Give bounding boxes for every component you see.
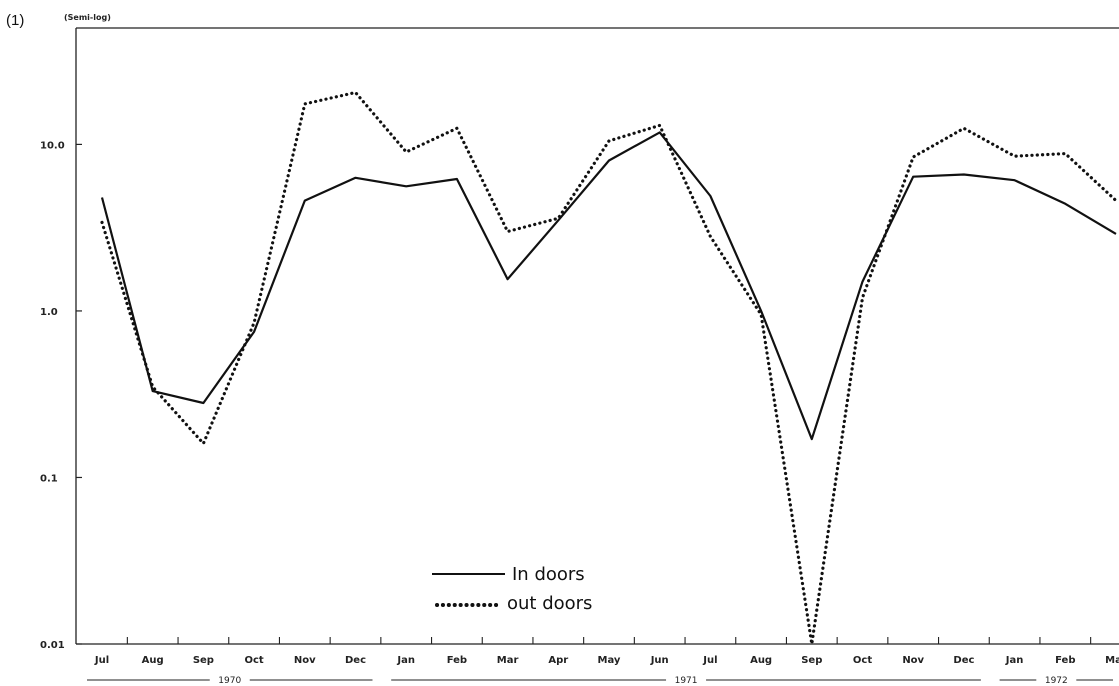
legend-outdoors-label: out doors bbox=[507, 593, 592, 614]
x-tick-label: May bbox=[598, 655, 621, 666]
x-tick-label: Jul bbox=[94, 655, 109, 666]
year-label: 1971 bbox=[675, 676, 698, 686]
x-tick-label: Nov bbox=[902, 655, 924, 666]
x-tick-label: Oct bbox=[244, 655, 263, 666]
x-ticks: Jul Aug Sep Oct Nov Dec Jan Feb Mar Apr May Jun Jul A… bbox=[94, 637, 1119, 666]
panel-label: (1) bbox=[6, 12, 24, 29]
year-brackets: 1970 1971 1972 bbox=[87, 676, 1113, 686]
year-label: 1972 bbox=[1045, 676, 1068, 686]
scale-note: (Semi-log) bbox=[64, 13, 111, 22]
x-tick-label: Jan bbox=[1005, 655, 1024, 666]
y-tick-label: 1.0 bbox=[40, 307, 58, 318]
x-tick-label: Feb bbox=[1055, 655, 1075, 666]
legend-indoors-label: In doors bbox=[512, 564, 585, 585]
legend: In doors out doors bbox=[432, 564, 592, 614]
x-tick-label: Sep bbox=[193, 655, 214, 666]
year-label: 1970 bbox=[218, 676, 241, 686]
y-ticks: 0.01 0.1 1.0 10.0 bbox=[40, 140, 82, 651]
y-tick-label: 10.0 bbox=[40, 140, 65, 151]
x-tick-label: Jun bbox=[650, 655, 669, 666]
x-tick-label: Jan bbox=[396, 655, 415, 666]
series-line-outdoors bbox=[100, 90, 1118, 646]
x-tick-label: Apr bbox=[548, 655, 568, 666]
series-layer bbox=[100, 90, 1118, 646]
x-tick-label: Nov bbox=[294, 655, 316, 666]
x-tick-label: Sep bbox=[801, 655, 822, 666]
y-tick-label: 0.01 bbox=[40, 640, 65, 651]
x-tick-label: Jul bbox=[702, 655, 717, 666]
x-tick-label: Dec bbox=[953, 655, 974, 666]
x-tick-label: Aug bbox=[142, 655, 164, 666]
x-tick-label: Aug bbox=[750, 655, 772, 666]
axes bbox=[75, 27, 1119, 645]
x-tick-label: Mar bbox=[1105, 655, 1119, 666]
x-tick-label: Dec bbox=[345, 655, 366, 666]
x-tick-label: Feb bbox=[447, 655, 467, 666]
x-tick-label: Oct bbox=[853, 655, 872, 666]
y-tick-label: 0.1 bbox=[40, 473, 58, 484]
x-tick-label: Mar bbox=[497, 655, 519, 666]
series-line-indoors bbox=[100, 131, 1117, 441]
